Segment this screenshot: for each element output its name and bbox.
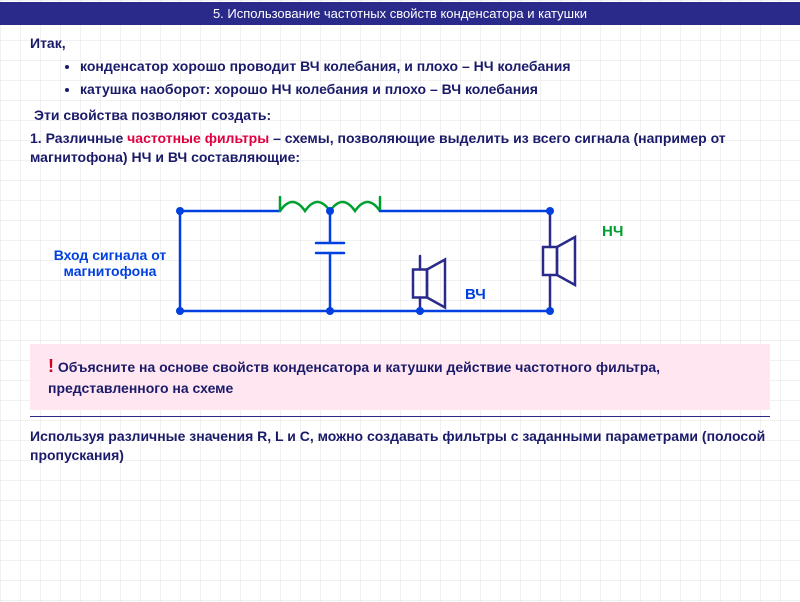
- circuit-diagram: Вход сигнала от магнитофона ВЧ НЧ: [120, 171, 680, 334]
- numbered-prefix: 1. Различные: [30, 130, 127, 146]
- circuit-svg: [120, 171, 680, 331]
- slide-content: Итак, конденсатор хорошо проводит ВЧ кол…: [0, 35, 800, 417]
- numbered-item: 1. Различные частотные фильтры – схемы, …: [30, 129, 770, 167]
- bullet-item: катушка наоборот: хорошо НЧ колебания и …: [80, 80, 770, 99]
- question-text: Объясните на основе свойств конденсатора…: [48, 359, 660, 396]
- bullet-item: конденсатор хорошо проводит ВЧ колебания…: [80, 57, 770, 76]
- bullet-list: конденсатор хорошо проводит ВЧ колебания…: [80, 57, 770, 99]
- divider: [30, 416, 770, 417]
- section-title: 5. Использование частотных свойств конде…: [0, 2, 800, 25]
- footnote-text: Используя различные значения R, L и C, м…: [0, 427, 800, 465]
- numbered-highlight: частотные фильтры: [127, 130, 269, 146]
- question-box: ! Объясните на основе свойств конденсато…: [30, 344, 770, 411]
- intro-word: Итак,: [30, 35, 770, 51]
- properties-subtitle: Эти свойства позволяют создать:: [34, 107, 770, 123]
